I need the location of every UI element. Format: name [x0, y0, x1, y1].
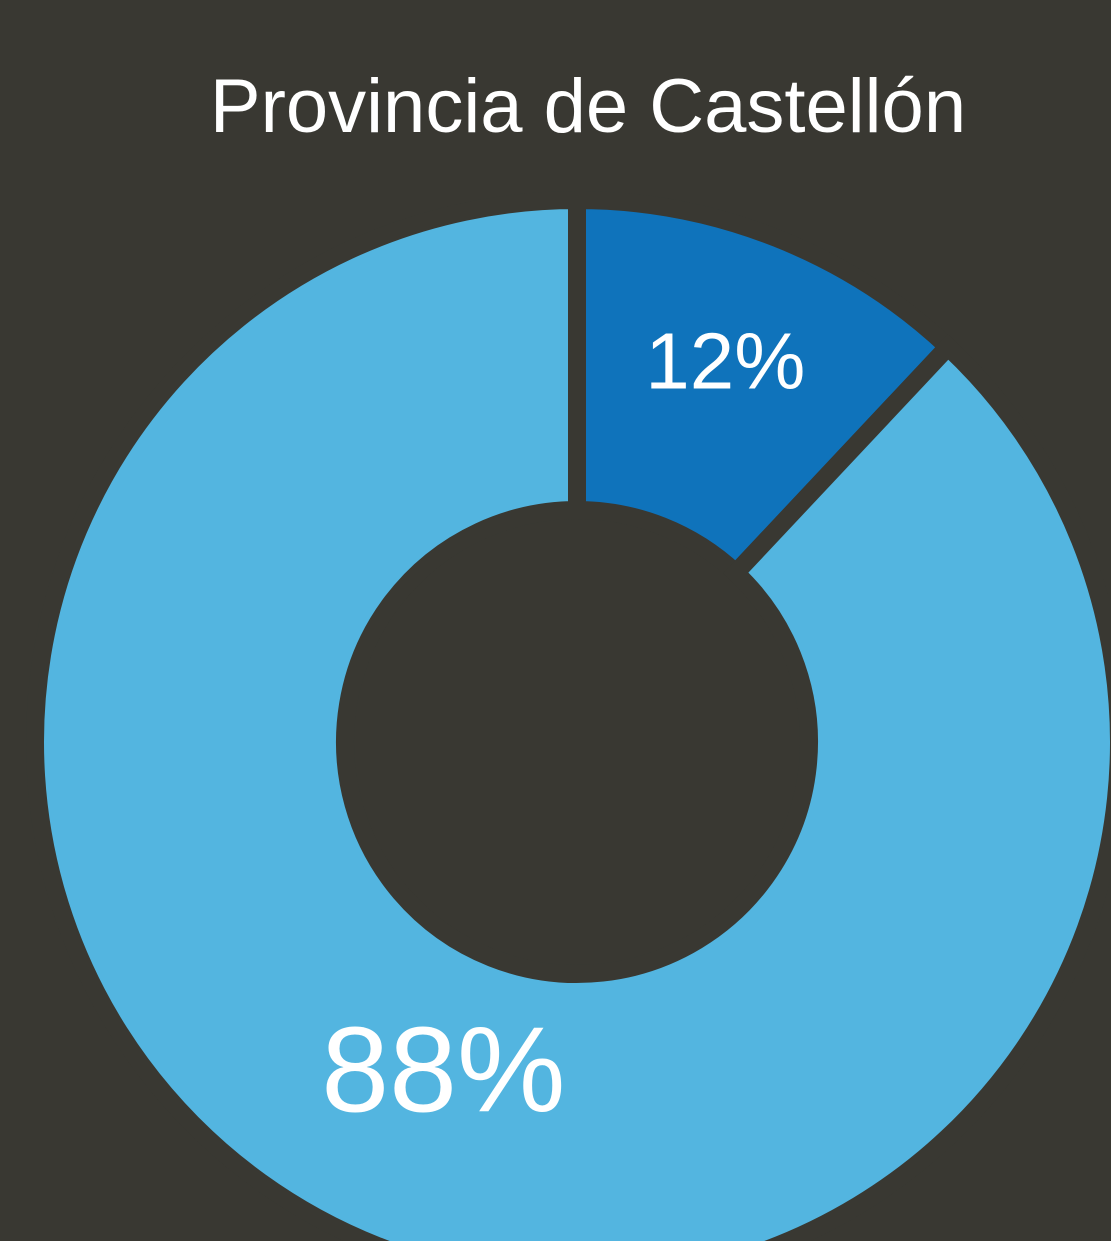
value-label: 88%: [321, 1002, 565, 1138]
chart-title: Provincia de Castellón: [210, 64, 966, 149]
value-label: 12%: [645, 316, 805, 405]
donut-slice: [568, 190, 961, 586]
donut-slice: [26, 190, 1111, 1241]
